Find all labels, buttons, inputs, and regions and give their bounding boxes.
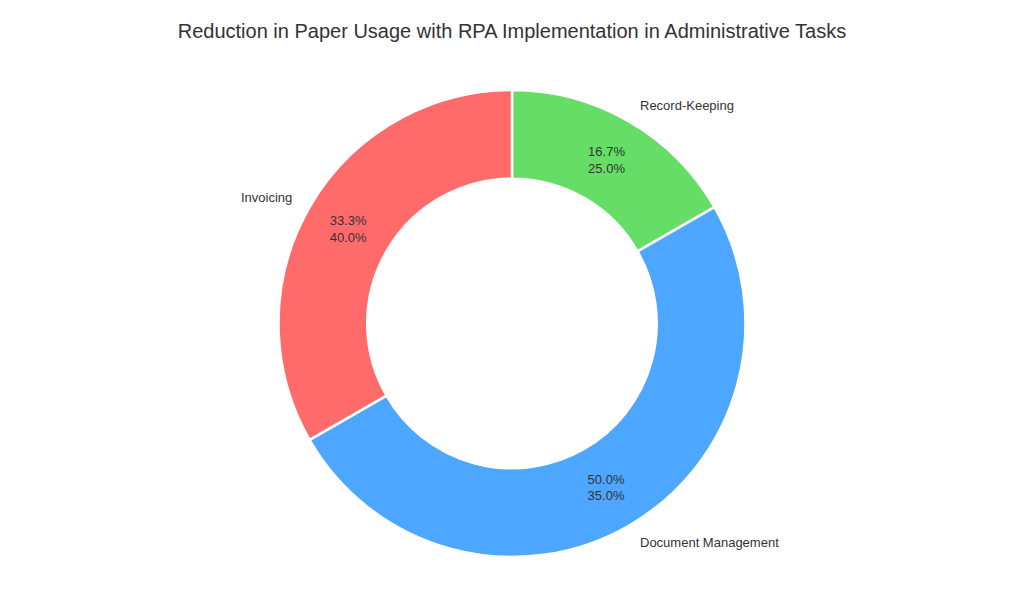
svg-text:Reduction in Paper Usage with: Reduction in Paper Usage with RPA Implem…	[178, 20, 846, 42]
svg-text:33.3%40.0%: 33.3%40.0%	[330, 213, 367, 245]
svg-text:16.7%25.0%: 16.7%25.0%	[588, 144, 625, 176]
svg-text:Record-Keeping: Record-Keeping	[640, 98, 734, 113]
svg-text:Invoicing: Invoicing	[241, 190, 292, 205]
svg-text:50.0%35.0%: 50.0%35.0%	[588, 472, 625, 504]
svg-text:Document Management: Document Management	[640, 535, 779, 550]
